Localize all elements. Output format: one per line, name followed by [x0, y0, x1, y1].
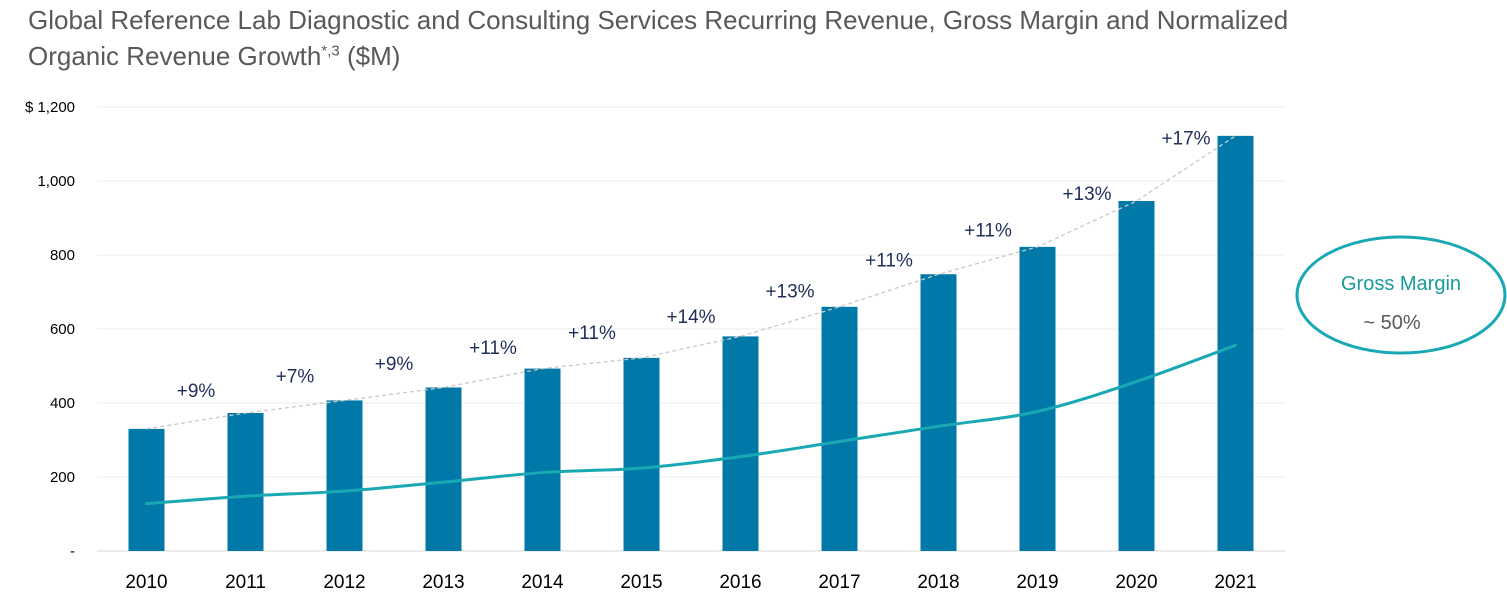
revenue-trend-line — [146, 135, 1236, 430]
x-tick-label: 2018 — [917, 572, 959, 593]
growth-label: +7% — [276, 367, 315, 388]
revenue-trend-polyline — [146, 135, 1236, 430]
growth-label: +14% — [666, 307, 715, 328]
bar — [1019, 246, 1056, 552]
x-tick-label: 2014 — [521, 572, 564, 593]
x-tick-label: 2012 — [323, 572, 365, 593]
chart-title-main: Global Reference Lab Diagnostic and Cons… — [28, 5, 1289, 71]
gross-margin-callout: Gross Margin ~ 50% — [1295, 235, 1507, 355]
growth-label: +13% — [765, 282, 814, 303]
x-tick-label: 2013 — [422, 572, 464, 593]
growth-label: +11% — [469, 338, 517, 359]
bar — [920, 274, 957, 551]
chart-title-superscript: *,3 — [321, 42, 340, 60]
growth-label: +11% — [964, 221, 1012, 242]
y-tick-label: 600 — [50, 321, 75, 338]
growth-label: +11% — [568, 323, 616, 344]
growth-label: +9% — [177, 381, 216, 402]
x-axis: 2010 2011 2012 2013 2014 2015 2016 2017 2018 2019… — [125, 572, 1256, 593]
bar — [821, 306, 858, 551]
gross-margin-series — [145, 343, 1237, 506]
chart-title: Global Reference Lab Diagnostic and Cons… — [28, 2, 1328, 74]
bar — [425, 387, 462, 551]
x-tick-label: 2017 — [818, 572, 860, 593]
bar — [1217, 135, 1254, 552]
gross-margin-callout-label: Gross Margin — [1341, 273, 1461, 295]
growth-label: +9% — [375, 354, 414, 375]
growth-label: +11% — [865, 251, 913, 272]
y-tick-label: - — [70, 543, 75, 560]
bar — [722, 336, 759, 551]
y-tick-label: 200 — [50, 469, 75, 486]
y-tick-label: 1,000 — [37, 173, 75, 190]
growth-label: +17% — [1161, 128, 1210, 149]
x-tick-label: 2011 — [225, 572, 266, 593]
gross-margin-callout-ellipse — [1295, 235, 1507, 355]
bar — [326, 400, 363, 551]
gridlines — [97, 106, 1285, 552]
bar-series — [128, 135, 1254, 552]
bar — [227, 412, 264, 551]
growth-label: +13% — [1062, 184, 1111, 205]
bar — [524, 368, 561, 551]
y-tick-label: $ 1,200 — [25, 99, 75, 116]
x-tick-label: 2016 — [719, 572, 761, 593]
bar — [128, 428, 165, 551]
y-axis: - 200 400 600 800 1,000 $ 1,200 — [25, 99, 75, 560]
x-tick-label: 2019 — [1016, 572, 1058, 593]
x-tick-label: 2010 — [125, 572, 167, 593]
x-tick-label: 2020 — [1115, 572, 1157, 593]
x-tick-label: 2021 — [1214, 572, 1256, 593]
y-tick-label: 400 — [50, 395, 75, 412]
x-tick-label: 2015 — [620, 572, 662, 593]
gross-margin-callout-value: ~ 50% — [1363, 312, 1420, 334]
y-tick-label: 800 — [50, 247, 75, 264]
chart-title-unit: ($M) — [339, 41, 401, 71]
growth-labels: +9% +7% +9% +11% +11% +14% +13% +11% +11% +13% +17… — [177, 128, 1211, 402]
gross-margin-line — [145, 343, 1237, 506]
bar — [623, 357, 660, 551]
